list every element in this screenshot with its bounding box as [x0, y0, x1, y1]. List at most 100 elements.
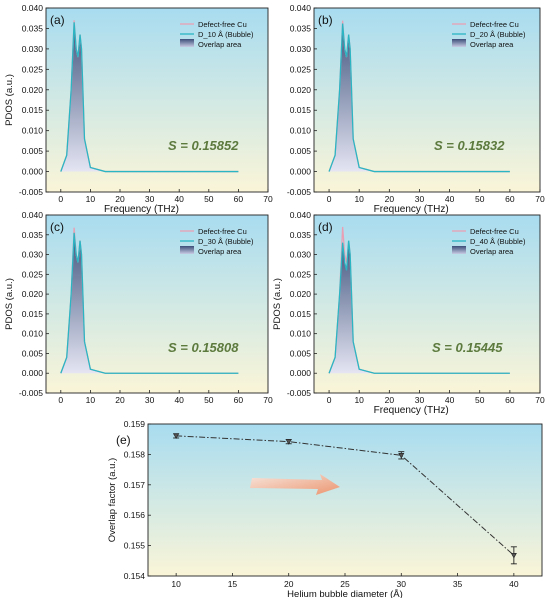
x-tick-label: 60 [234, 194, 244, 204]
y-tick-label: 0.030 [290, 44, 312, 54]
s-annotation: S = 0.15852 [168, 138, 239, 153]
x-tick-label: 60 [505, 395, 515, 405]
y-tick-label: 0.159 [124, 419, 146, 429]
legend-label: Overlap area [470, 247, 514, 256]
y-tick-label: 0.000 [22, 167, 44, 177]
x-tick-label: 0 [327, 194, 332, 204]
overlap-area [60, 22, 239, 172]
y-tick-label: 0.155 [124, 541, 146, 551]
y-tick-label: 0.025 [290, 269, 312, 279]
x-tick-label: 20 [284, 579, 294, 589]
x-tick-label: 35 [453, 579, 463, 589]
y-tick-label: 0.010 [22, 126, 44, 136]
legend-label: Defect-free Cu [470, 20, 519, 29]
y-tick-label: 0.030 [290, 250, 312, 260]
axes-frame [45, 7, 269, 193]
panel-label: (e) [116, 433, 131, 447]
legend-label: D_10 Å (Bubble) [198, 30, 254, 39]
legend-label: Defect-free Cu [198, 20, 247, 29]
x-tick-label: 50 [475, 194, 485, 204]
panel-label: (c) [50, 220, 64, 234]
x-tick-label: 50 [204, 194, 214, 204]
x-tick-label: 70 [263, 194, 273, 204]
x-axis-label: Frequency (THz) [104, 204, 179, 215]
overlap-area [329, 240, 510, 374]
x-tick-label: 30 [415, 395, 425, 405]
y-tick-label: 0.040 [290, 3, 312, 13]
data-point [285, 439, 292, 445]
panel-e: 0.154 0.155 0.156 0.157 0.158 0.159 10 15 20 25 30… [107, 419, 543, 600]
x-tick-label: 10 [171, 579, 181, 589]
y-tick-label: 0.010 [290, 126, 312, 136]
legend-label: Defect-free Cu [470, 227, 519, 236]
bubble-line [60, 22, 239, 173]
x-tick-label: 0 [58, 194, 63, 204]
x-tick-label: 40 [445, 194, 455, 204]
y-tick-label: -0.005 [19, 187, 43, 197]
legend-label: Defect-free Cu [198, 227, 247, 236]
y-tick-label: 0.035 [290, 23, 312, 33]
x-axis-label: Frequency (THz) [374, 204, 449, 215]
y-tick-label: 0.035 [22, 23, 44, 33]
y-tick-label: 0.015 [290, 309, 312, 319]
x-tick-label: 20 [115, 194, 125, 204]
bubble-line [60, 232, 239, 374]
legend-label: Overlap area [198, 247, 242, 256]
legend-label: D_30 Å (Bubble) [198, 237, 254, 246]
legend-label: Overlap area [198, 40, 242, 49]
x-tick-label: 15 [228, 579, 238, 589]
y-tick-label: 0.015 [22, 105, 44, 115]
y-axis-label: PDOS (a.u.) [272, 278, 283, 330]
y-axis-label: Overlap factor (a.u.) [107, 458, 118, 542]
x-tick-label: 40 [509, 579, 519, 589]
legend-label: D_40 Å (Bubble) [470, 237, 526, 246]
y-tick-label: -0.005 [19, 388, 43, 398]
y-tick-label: 0.035 [290, 230, 312, 240]
x-tick-label: 40 [445, 395, 455, 405]
x-tick-label: 30 [145, 194, 155, 204]
x-tick-label: 40 [174, 395, 184, 405]
y-tick-label: 0.030 [22, 250, 44, 260]
x-tick-label: 0 [327, 395, 332, 405]
y-tick-label: 0.020 [290, 289, 312, 299]
y-tick-label: 0.025 [22, 269, 44, 279]
y-tick-label: 0.005 [22, 146, 44, 156]
y-tick-label: 0.157 [124, 480, 146, 490]
bubble-line [328, 23, 510, 173]
legend-swatch-overlap [180, 246, 194, 254]
x-tick-label: 50 [475, 395, 485, 405]
y-tick-label: 0.010 [290, 329, 312, 339]
legend-swatch-overlap [452, 39, 466, 47]
legend-label: D_20 Å (Bubble) [470, 30, 526, 39]
y-tick-label: 0.020 [290, 85, 312, 95]
axes-frame [45, 214, 269, 394]
x-tick-label: 40 [174, 194, 184, 204]
data-point [173, 433, 180, 439]
y-tick-label: 0.154 [124, 571, 146, 581]
s-annotation: S = 0.15832 [434, 138, 505, 153]
x-tick-label: 30 [145, 395, 155, 405]
axes-frame [313, 214, 541, 394]
x-tick-label: 50 [204, 395, 214, 405]
y-tick-label: 0.005 [290, 146, 312, 156]
x-tick-label: 60 [505, 194, 515, 204]
y-tick-label: 0.040 [290, 210, 312, 220]
y-tick-label: 0.000 [290, 368, 312, 378]
x-axis-label: Helium bubble diameter (Å) [287, 589, 403, 598]
y-tick-label: 0.158 [124, 449, 146, 459]
y-tick-label: 0.015 [22, 309, 44, 319]
panel-b: -0.005 0.000 0.005 0.010 0.015 0.020 0.025 0.03… [287, 3, 545, 215]
x-tick-label: 20 [385, 194, 395, 204]
y-tick-label: 0.025 [290, 64, 312, 74]
panel-label: (a) [50, 13, 65, 27]
x-tick-label: 60 [234, 395, 244, 405]
plot-background [148, 424, 542, 576]
y-tick-label: 0.030 [22, 44, 44, 54]
x-tick-label: 10 [86, 194, 96, 204]
y-tick-label: 0.005 [290, 348, 312, 358]
y-tick-label: -0.005 [287, 388, 311, 398]
overlap-factor-line [176, 435, 515, 556]
x-tick-label: 70 [535, 395, 545, 405]
